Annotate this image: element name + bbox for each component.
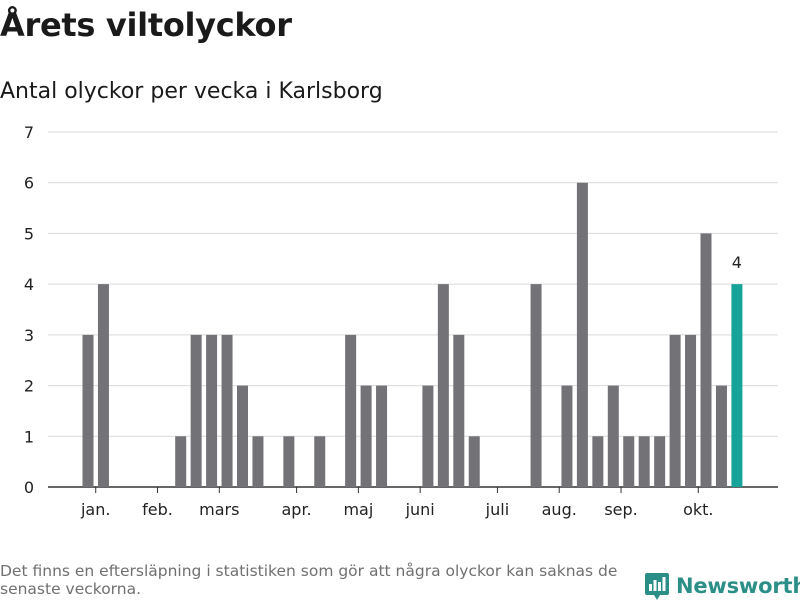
bar [607,385,619,487]
bar-highlighted [731,284,743,487]
data-label: 4 [732,253,742,272]
bar [221,334,233,487]
x-tick-label: okt. [683,500,713,519]
y-tick-label: 0 [24,478,34,497]
bar [437,284,449,487]
bar [453,334,465,487]
bar-chart: 0 1 2 3 4 5 6 7 4 jan. feb. mars apr. maj juni juli au… [24,123,778,519]
bar [638,436,650,487]
brand-logo: Newsworthy [644,570,800,602]
y-tick-label: 4 [24,275,34,294]
x-tick-label: sep. [604,500,637,519]
bar [314,436,326,487]
bar [360,385,372,487]
bar [654,436,666,487]
bar [592,436,604,487]
footnote: Det finns en eftersläpning i statistiken… [0,562,618,598]
x-tick-label: maj [343,500,373,519]
bar [576,182,588,487]
bar [82,334,94,487]
chart-title: Årets viltolyckor [0,6,292,44]
data-labels: 4 [732,253,742,272]
x-tick-label: aug. [542,500,577,519]
bar [190,334,202,487]
bar [715,385,727,487]
y-tick-label: 7 [24,123,34,142]
x-tick-label: apr. [281,500,311,519]
x-tick-label: mars [199,500,239,519]
y-tick-label: 1 [24,427,34,446]
grid-lines [48,131,778,488]
bar [468,436,480,487]
bar [97,284,109,487]
x-axis-ticks: jan. feb. mars apr. maj juni juli aug. sep. okt. [80,487,713,519]
bar [376,385,388,487]
x-tick-label: jan. [80,500,110,519]
bar [685,334,697,487]
chart-subtitle: Antal olyckor per vecka i Karlsborg [0,79,383,104]
bar [561,385,573,487]
bar [700,233,712,487]
bar [252,436,264,487]
y-axis-ticks: 0 1 2 3 4 5 6 7 [24,123,34,497]
bar [283,436,295,487]
y-tick-label: 5 [24,224,34,243]
bar [422,385,434,487]
bar [175,436,187,487]
bar [206,334,218,487]
newsworthy-logo-icon [645,573,669,600]
brand-name: Newsworthy [676,574,800,598]
bar [237,385,248,487]
bars [82,182,743,487]
bar [345,334,357,487]
x-tick-label: juli [485,500,509,519]
y-tick-label: 3 [24,326,34,345]
bar [623,436,635,487]
bar [530,284,542,487]
x-tick-label: feb. [142,500,173,519]
bar [669,334,681,487]
x-tick-label: juni [405,500,435,519]
y-tick-label: 6 [24,174,34,193]
y-tick-label: 2 [24,377,34,396]
